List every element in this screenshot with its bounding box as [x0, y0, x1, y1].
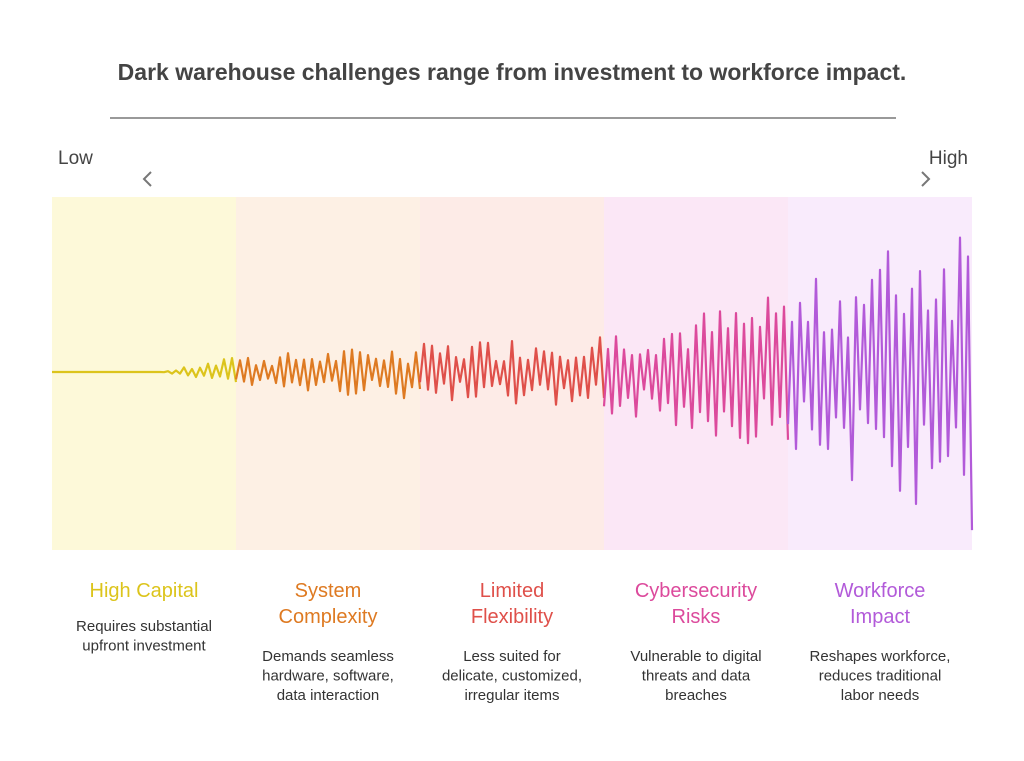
section-band: [420, 197, 604, 550]
section-description: Reshapes workforce, reduces traditional la…: [810, 648, 951, 704]
section-title-line: Workforce: [835, 580, 926, 602]
section-description: Vulnerable to digital threats and data bre…: [630, 648, 761, 704]
section-description-line: labor needs: [841, 687, 919, 704]
wave-segment: [786, 236, 974, 531]
section-description-line: breaches: [665, 687, 727, 704]
section-title: Workforce Impact: [835, 580, 926, 628]
section-description: Demands seamless hardware, software, data …: [262, 648, 394, 704]
chevron-left: [142, 171, 152, 187]
section-title: System Complexity: [279, 580, 378, 628]
wave-segment: [602, 296, 790, 445]
section-description: Requires substantial upfront investment: [76, 618, 212, 655]
section-title-line: Limited: [480, 580, 544, 602]
chevron-right: [921, 171, 931, 187]
wave-segment: [234, 348, 422, 400]
section-description-line: upfront investment: [82, 638, 206, 655]
section-description-line: data interaction: [277, 687, 380, 704]
section-title-line: Complexity: [279, 606, 378, 628]
section-title: High Capital: [90, 580, 199, 602]
section-description-line: delicate, customized,: [442, 668, 582, 685]
section-band: [52, 197, 236, 550]
section-description-line: irregular items: [464, 687, 559, 704]
section-band: [788, 197, 972, 550]
section-title-line: Cybersecurity: [635, 580, 757, 602]
section-title-line: Flexibility: [471, 606, 553, 628]
scale-high: High: [929, 148, 968, 169]
section-description-line: Reshapes workforce,: [810, 648, 951, 665]
wave-segment: [418, 336, 606, 406]
section-description-line: Less suited for: [463, 648, 561, 665]
section-title-line: Impact: [850, 606, 910, 628]
section-description-line: Vulnerable to digital: [630, 648, 761, 665]
section-band: [236, 197, 420, 550]
section-title-line: System: [295, 580, 362, 602]
section-title: Limited Flexibility: [471, 580, 553, 628]
section-description-line: hardware, software,: [262, 668, 394, 685]
section-description-line: threats and data: [642, 668, 751, 685]
section-title-line: High Capital: [90, 580, 199, 602]
title: Dark warehouse challenges range from inv…: [118, 59, 907, 85]
section-description-line: Requires substantial: [76, 618, 212, 635]
scale-low: Low: [58, 148, 93, 169]
section-description-line: Demands seamless: [262, 648, 394, 665]
section-description: Less suited for delicate, customized, irre…: [442, 648, 582, 704]
section-band: [604, 197, 788, 550]
section-title: Cybersecurity Risks: [635, 580, 757, 628]
section-description-line: reduces traditional: [819, 668, 942, 685]
section-title-line: Risks: [672, 606, 721, 628]
wave-segment: [52, 357, 238, 383]
